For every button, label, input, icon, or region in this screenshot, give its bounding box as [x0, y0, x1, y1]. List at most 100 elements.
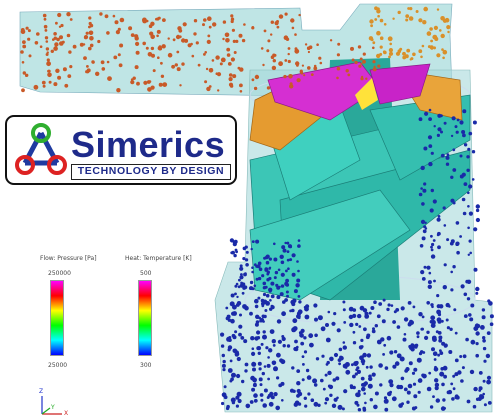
particle [228, 82, 234, 87]
particle [361, 386, 366, 392]
particle [331, 321, 336, 326]
particle [357, 408, 362, 412]
particle [324, 397, 330, 402]
particle [369, 365, 373, 369]
particle [421, 202, 425, 206]
particle [376, 339, 382, 345]
particle [388, 48, 393, 53]
particle [470, 303, 475, 308]
particle [268, 257, 272, 261]
particle [230, 14, 234, 18]
particle [34, 41, 39, 45]
particle [295, 283, 300, 288]
particle [480, 325, 485, 330]
particle [407, 383, 413, 389]
particle [257, 361, 262, 366]
particle [238, 324, 243, 329]
particle [21, 88, 25, 93]
particle [342, 341, 346, 344]
particle [261, 371, 265, 376]
particle [368, 376, 373, 382]
particle [414, 345, 418, 349]
particle [128, 26, 133, 31]
particle [383, 343, 387, 347]
cold-particle-cloud [220, 108, 494, 412]
particle [291, 327, 297, 333]
particle [208, 85, 212, 88]
particle [278, 61, 283, 67]
particle [482, 379, 486, 383]
particle [41, 80, 46, 85]
particle [362, 59, 366, 64]
particle [446, 326, 450, 330]
particle [342, 308, 346, 312]
particle [99, 12, 103, 16]
particle [369, 19, 374, 24]
particle [364, 314, 370, 319]
particle [392, 17, 395, 20]
particle [235, 282, 239, 286]
particle [440, 153, 445, 158]
particle [365, 365, 369, 369]
particle [296, 278, 301, 283]
particle [291, 253, 296, 258]
particle [352, 341, 357, 345]
particle [54, 42, 59, 47]
particle [206, 86, 211, 92]
particle [150, 46, 155, 51]
particle [240, 336, 245, 340]
particle [430, 245, 433, 249]
particle [354, 360, 359, 365]
particle [319, 61, 323, 65]
particle [376, 9, 381, 14]
particle [372, 41, 376, 45]
particle [42, 84, 46, 88]
axis-z-label: Z [39, 388, 44, 395]
particle [321, 354, 325, 358]
particle [268, 401, 274, 407]
particle [320, 326, 326, 332]
particle [287, 52, 290, 56]
particle [46, 58, 50, 62]
particle [234, 284, 238, 288]
particle [134, 36, 139, 41]
particle [362, 308, 368, 313]
particle [426, 31, 432, 36]
particle [293, 402, 298, 407]
particle [382, 298, 386, 302]
particle [378, 302, 383, 306]
particle [427, 45, 431, 49]
particle [345, 69, 349, 73]
particle [341, 407, 345, 411]
particle [284, 241, 287, 245]
particle [263, 388, 268, 393]
particle [452, 168, 457, 172]
particle [433, 358, 437, 361]
particle [475, 217, 480, 223]
particle [256, 264, 261, 269]
particle [270, 55, 275, 59]
particle [254, 74, 260, 80]
particle [426, 265, 431, 270]
particle [212, 22, 217, 27]
particle [472, 120, 477, 125]
particle [251, 26, 255, 30]
particle [320, 378, 324, 383]
particle [429, 320, 433, 324]
particle [266, 86, 271, 90]
particle [456, 118, 460, 122]
particle [148, 24, 153, 29]
particle [371, 372, 376, 377]
particle [266, 49, 270, 53]
particle [388, 379, 394, 384]
particle [439, 371, 445, 377]
particle [136, 81, 140, 86]
particle [150, 34, 155, 40]
particle [489, 322, 494, 327]
particle [361, 362, 365, 366]
particle [273, 276, 277, 280]
particle [430, 323, 436, 328]
particle [253, 298, 259, 304]
particle [262, 286, 267, 290]
inducer-magenta [267, 61, 381, 121]
